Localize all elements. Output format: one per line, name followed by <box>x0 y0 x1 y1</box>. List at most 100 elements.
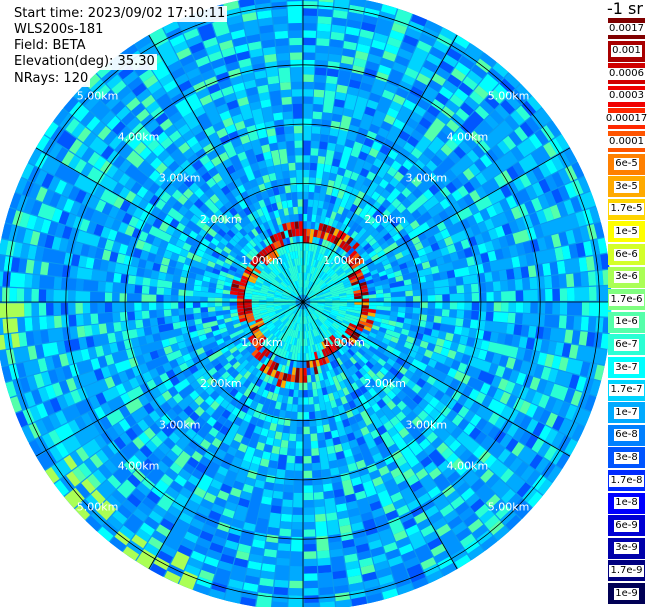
range-ring-label: 2.00km <box>364 377 406 390</box>
colorbar-tick-label: 3e-8 <box>614 451 639 464</box>
colorbar-tick-label: 0.0017 <box>608 22 645 35</box>
range-ring-label: 1.00km <box>241 336 283 349</box>
azimuth-spokes <box>0 0 612 607</box>
range-ring-label: 4.00km <box>118 459 160 472</box>
colorbar-cell: 0.0003 <box>608 85 645 107</box>
range-ring-label: 5.00km <box>488 501 530 514</box>
colorbar-tick-label: 3e-7 <box>614 361 639 374</box>
colorbar-cell: 1e-7 <box>608 402 645 424</box>
ppi-gate-cells <box>1 0 611 604</box>
range-ring-labels: 1.00km 1.00km 1.00km 1.00km 2.00km 2.00km 2.00… <box>77 90 530 514</box>
colorbar-tick-label: 1.7e-6 <box>609 293 644 306</box>
ppi-gate-cells <box>230 223 374 388</box>
colorbar-cell: 0.001 <box>608 40 645 62</box>
range-ring-label: 5.00km <box>77 90 119 103</box>
field-label: Field: BETA <box>12 38 88 54</box>
colorbar-unit: -1 sr <box>607 0 643 18</box>
range-ring-label: 5.00km <box>488 90 530 103</box>
range-ring-label: 3.00km <box>159 172 201 185</box>
ppi-gate-cells <box>0 0 603 607</box>
colorbar-tick-label: 1e-5 <box>614 225 639 238</box>
colorbar-tick-label: 1.7e-7 <box>609 384 644 397</box>
ppi-data-field <box>0 0 612 607</box>
ppi-gate-cells <box>0 0 612 607</box>
colorbar-tick-label: 1e-9 <box>614 587 639 600</box>
colorbar-tick-label: 6e-7 <box>614 338 639 351</box>
range-ring-label: 1.00km <box>241 254 283 267</box>
azimuth-spoke <box>302 301 571 457</box>
colorbar-cell: 1.7e-9 <box>608 560 645 582</box>
colorbar-tick-label: 1.7e-5 <box>609 203 644 216</box>
colorbar-tick-label: 0.0001 <box>608 135 645 148</box>
range-ring-label: 1.00km <box>323 254 365 267</box>
colorbar-tick-label: 6e-9 <box>614 519 639 532</box>
colorbar-cell: 6e-5 <box>608 153 645 175</box>
colorbar-tick-label: 0.00017 <box>604 112 647 125</box>
range-ring-label: 2.00km <box>364 213 406 226</box>
range-ring-label: 1.00km <box>323 336 365 349</box>
azimuth-spoke <box>35 147 304 303</box>
colorbar-cell: 0.0001 <box>608 131 645 152</box>
colorbar-cell: 1e-9 <box>608 583 645 604</box>
ppi-gate-cells <box>2 0 611 602</box>
colorbar-tick-label: 1e-8 <box>614 497 639 510</box>
range-ring-label: 3.00km <box>159 418 201 431</box>
azimuth-spoke <box>35 301 304 457</box>
colorbar-cell: 0.0017 <box>608 18 645 39</box>
range-ring-label: 3.00km <box>406 172 448 185</box>
range-ring-label: 4.00km <box>447 131 489 144</box>
colorbar-cell: 6e-6 <box>608 244 645 265</box>
colorbar-cell: 1.7e-6 <box>608 289 645 311</box>
colorbar-cell: 3e-5 <box>608 176 645 198</box>
colorbar-tick-label: 3e-5 <box>614 180 639 193</box>
range-ring-label: 2.00km <box>200 377 242 390</box>
colorbar-tick-label: 1.7e-8 <box>609 474 644 487</box>
colorbar-cell: 1e-6 <box>608 311 645 333</box>
ppi-gate-cells <box>0 0 604 607</box>
ppi-gate-cells <box>3 1 612 600</box>
colorbar-cell: 3e-9 <box>608 537 645 559</box>
ppi-gate-cells <box>5 1 597 607</box>
nrays-label: NRays: 120 <box>12 71 91 87</box>
range-ring-label: 4.00km <box>118 131 160 144</box>
colorbar-cell: 0.00017 <box>604 108 647 130</box>
colorbar-cell: 1.7e-7 <box>608 379 645 401</box>
colorbar-tick-label: 6e-6 <box>614 248 639 261</box>
colorbar-cell: 1e-5 <box>608 221 645 243</box>
colorbar-cell: 6e-8 <box>608 424 645 446</box>
colorbar-cell: 1.7e-8 <box>608 470 645 491</box>
range-ring-label: 2.00km <box>200 213 242 226</box>
start-time-label: Start time: 2023/09/02 17:10:11 <box>12 6 228 22</box>
ppi-gate-cells <box>0 303 198 590</box>
colorbar-tick-label: 3e-6 <box>614 271 639 284</box>
colorbar-tick-label: 6e-5 <box>614 158 639 171</box>
colorbar-cell: 3e-7 <box>608 357 645 378</box>
instrument-label: WLS200s-181 <box>12 22 106 38</box>
colorbar-cell: 3e-8 <box>608 447 645 469</box>
colorbar-tick-label: 1e-7 <box>614 406 639 419</box>
colorbar-tick-label: 0.0003 <box>608 90 645 103</box>
ppi-gate-cells <box>2 0 610 607</box>
azimuth-spoke <box>148 301 304 570</box>
elevation-label: Elevation(deg): 35.30 <box>12 54 157 70</box>
range-ring-label: 4.00km <box>447 459 489 472</box>
colorbar-cell: 1.7e-5 <box>608 198 645 220</box>
colorbar-cell: 0.0006 <box>608 63 645 85</box>
colorbar-cell: 6e-9 <box>608 515 645 537</box>
colorbar-tick-label: 6e-8 <box>614 429 639 442</box>
colorbar-tick-label: 0.0006 <box>608 67 645 80</box>
colorbar-tick-label: 1e-6 <box>614 316 639 329</box>
azimuth-spoke <box>302 301 458 570</box>
colorbar-tick-label: 3e-9 <box>614 542 639 555</box>
range-ring-label: 3.00km <box>406 418 448 431</box>
colorbar-cell: 6e-7 <box>608 334 645 356</box>
range-ring-label: 5.00km <box>77 501 119 514</box>
azimuth-spoke <box>148 34 304 303</box>
azimuth-spoke <box>302 147 571 303</box>
colorbar-cell: 3e-6 <box>608 266 645 288</box>
colorbar-tick-label: 1.7e-9 <box>609 564 644 577</box>
colorbar-tick-label: 0.001 <box>611 45 642 58</box>
colorbar-cell: 1e-8 <box>608 492 645 514</box>
azimuth-spoke <box>302 34 458 303</box>
